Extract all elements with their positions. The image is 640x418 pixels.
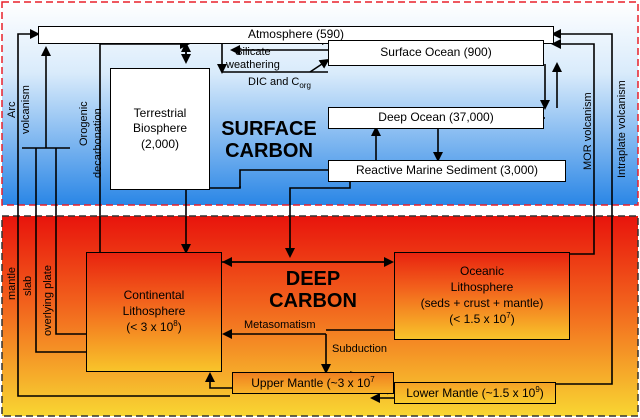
oceanic-lithosphere-line3: (seds + crust + mantle): [420, 295, 544, 310]
surface-ocean-label: Surface Ocean (900): [380, 45, 492, 60]
slab-label: slab: [22, 275, 34, 296]
arc-mantle-arrow: [17, 29, 230, 397]
overlying-plate-label: overlying plate: [42, 265, 54, 336]
deep-carbon-title: DEEP CARBON: [258, 268, 368, 312]
arc-volcanism-label-line1: Arc: [6, 101, 18, 119]
orogenic-decarbonation-label-line2: decarbonation: [92, 108, 104, 178]
surface-carbon-title-line2: CARBON: [225, 140, 313, 162]
subduction-label: Subduction: [332, 343, 388, 355]
arc-overlying-plate-arrow: [55, 148, 88, 335]
mantle-label: mantle: [6, 266, 18, 300]
lower-mantle-box: Lower Mantle (~1.5 x 109): [394, 382, 556, 404]
sediment-to-oceanic-arrow: [289, 178, 351, 254]
arc-slab-arrow: [35, 148, 88, 353]
continental-lithosphere-line2: Lithosphere: [122, 303, 186, 318]
terrestrial-biosphere-line2: Biosphere: [132, 121, 188, 136]
terrestrial-biosphere-box: Terrestrial Biosphere (2,000): [110, 68, 210, 190]
deep-ocean-box: Deep Ocean (37,000): [328, 107, 544, 129]
surface-carbon-title-line1: SURFACE: [221, 118, 317, 140]
deep-carbon-title-line1: DEEP: [285, 268, 341, 290]
surface-ocean-box: Surface Ocean (900): [328, 40, 544, 66]
continental-lithosphere-line3: (< 3 x 108): [126, 319, 182, 335]
mor-volcanism-arrow: [551, 39, 595, 255]
oceanic-lithosphere-line1: Oceanic: [459, 264, 505, 279]
dic-corg-label: DIC and Corg: [248, 76, 311, 91]
deep-carbon-title-line2: CARBON: [269, 290, 357, 312]
metasomatism-label: Metasomatism: [244, 319, 316, 331]
terrestrial-biosphere-line3: (2,000): [140, 136, 180, 151]
orogenic-decarbonation-arrow: [99, 39, 190, 254]
silicate-weathering-line1: Silicate: [235, 46, 271, 58]
reactive-marine-sediment-label: Reactive Marine Sediment (3,000): [355, 163, 539, 178]
flux-arrows: [17, 29, 613, 403]
silicate-weathering-line2: weathering: [226, 58, 280, 71]
oceanic-lithosphere-box: Oceanic Lithosphere (seds + crust + mant…: [394, 252, 570, 340]
continental-lithosphere-box: Continental Lithosphere (< 3 x 108): [86, 252, 222, 372]
deep-ocean-label: Deep Ocean (37,000): [378, 110, 494, 125]
orogenic-decarbonation-label-line1: Orogenic: [78, 101, 90, 146]
upper-mantle-label: Upper Mantle (~3 x 107: [251, 374, 375, 390]
terrestrial-biosphere-line1: Terrestrial: [133, 105, 187, 120]
intraplate-volcanism-label: Intraplate volcanism: [616, 80, 628, 178]
lower-mantle-label: Lower Mantle (~1.5 x 109): [406, 384, 544, 400]
atmosphere-label: Atmosphere (590): [247, 27, 345, 42]
silicate-weathering-label: Silicate weathering: [226, 46, 280, 71]
arc-volcanism-label-line2: volcanism: [20, 85, 32, 134]
oceanic-lithosphere-line2: Lithosphere: [450, 279, 514, 294]
atmosphere-box: Atmosphere (590): [38, 26, 554, 44]
dic-corg-arrow: [309, 58, 330, 73]
surface-carbon-title: SURFACE CARBON: [214, 118, 324, 162]
oceanic-lithosphere-line4: (< 1.5 x 107): [449, 311, 515, 327]
reactive-marine-sediment-box: Reactive Marine Sediment (3,000): [328, 160, 566, 182]
intraplate-volcanism-arrow: [551, 29, 613, 385]
mor-volcanism-label: MOR volcanism: [582, 92, 594, 170]
mantle-to-continental: [205, 372, 232, 389]
upper-mantle-box: Upper Mantle (~3 x 107: [232, 372, 394, 394]
continental-lithosphere-line1: Continental: [123, 288, 185, 303]
